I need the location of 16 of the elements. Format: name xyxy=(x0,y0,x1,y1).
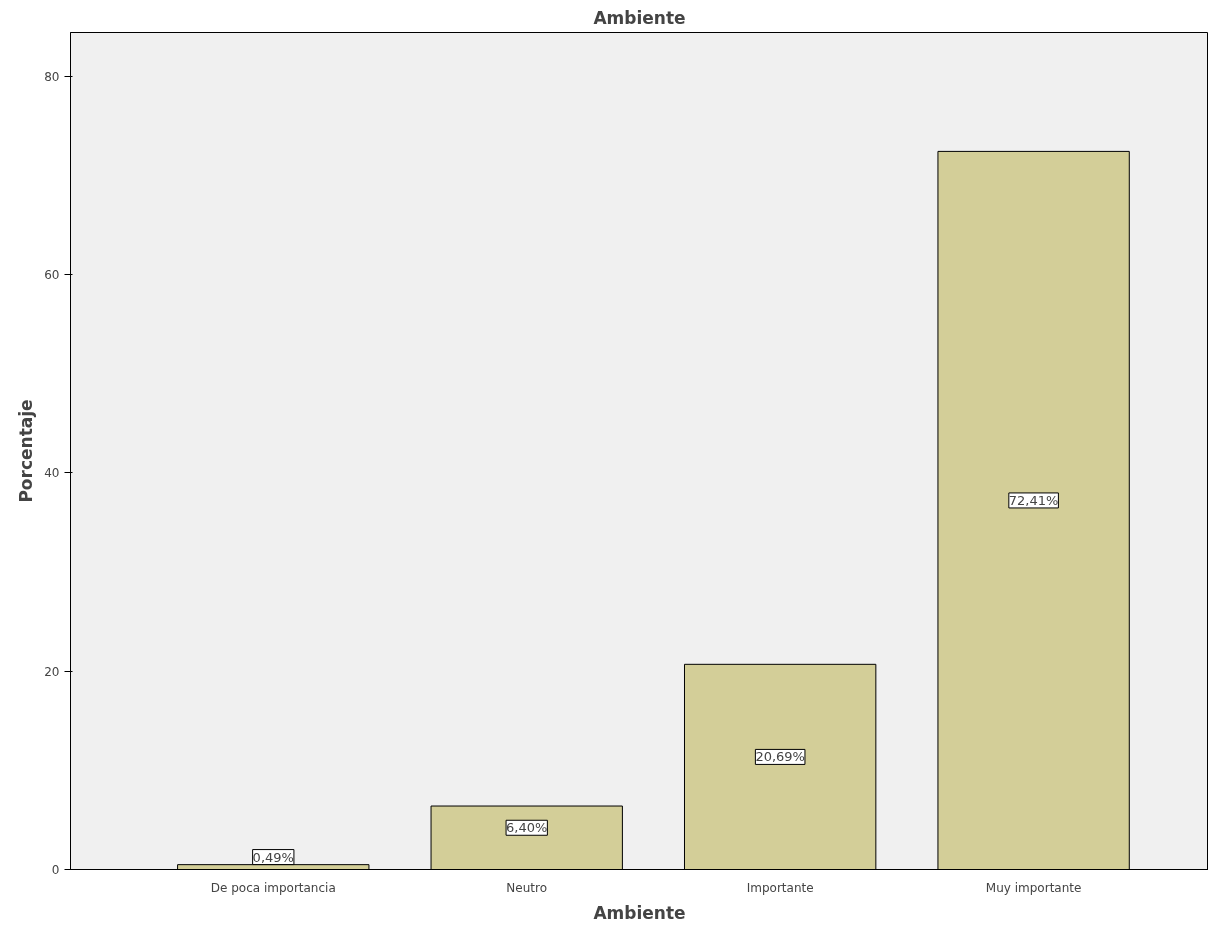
x-tick-label: Neutro xyxy=(506,880,548,895)
y-axis-title: Porcentaje xyxy=(16,399,37,503)
x-tick-label: Muy importante xyxy=(985,880,1082,895)
x-tick-label: Importante xyxy=(746,880,814,895)
chart-title: Ambiente xyxy=(593,7,686,28)
data-label: 0,49% xyxy=(252,849,294,865)
data-label: 20,69% xyxy=(755,749,805,765)
x-tick-label: De poca importancia xyxy=(210,880,336,895)
y-tick-label: 0 xyxy=(51,863,60,877)
y-tick-label: 40 xyxy=(44,466,60,481)
data-label: 72,41% xyxy=(1008,492,1059,508)
y-tick-label: 80 xyxy=(44,69,60,84)
y-tick-label: 60 xyxy=(44,267,60,282)
x-axis-title: Ambiente xyxy=(593,902,686,923)
data-label: 6,40% xyxy=(506,820,548,836)
y-tick-label: 20 xyxy=(44,664,60,679)
